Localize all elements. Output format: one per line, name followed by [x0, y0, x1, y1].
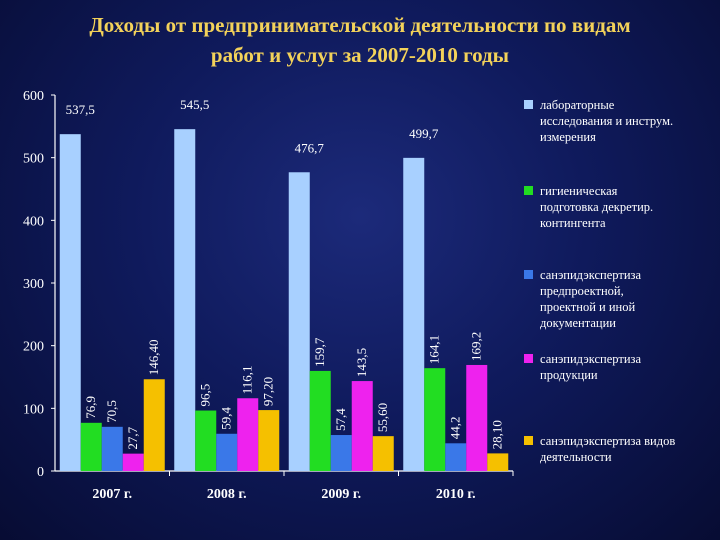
data-label: 28,10 [490, 420, 505, 449]
legend-label: предпроектной, [540, 284, 624, 298]
data-label: 59,4 [219, 407, 234, 430]
legend-label: санэпидэкспертиза видов [540, 434, 675, 448]
chart-title: Доходы от предпринимательской деятельнос… [0, 10, 720, 70]
y-tick-label: 200 [23, 340, 44, 355]
legend-swatch [524, 354, 533, 363]
title-line-2: работ и услуг за 2007-2010 годы [210, 43, 510, 67]
bar [445, 443, 467, 471]
bar [101, 426, 123, 471]
data-label: 57,4 [333, 408, 348, 431]
data-label: 96,5 [198, 384, 213, 407]
bar [330, 435, 352, 471]
data-label: 27,7 [125, 426, 140, 449]
legend-label: деятельности [540, 450, 612, 464]
bar [403, 157, 425, 471]
legend-swatch [524, 186, 533, 195]
data-label: 146,40 [146, 340, 161, 376]
data-label: 159,7 [312, 337, 327, 367]
data-label: 499,7 [409, 126, 439, 141]
legend-label: документации [540, 316, 616, 330]
x-category-label: 2009 г. [321, 487, 361, 502]
x-category-label: 2007 г. [92, 487, 132, 502]
legend-label: санэпидэкспертиза [540, 268, 641, 282]
legend-label: лабораторные [540, 98, 615, 112]
bar [143, 379, 165, 471]
data-label: 537,5 [66, 102, 95, 117]
legend-label: исследования и инструм. [540, 114, 673, 128]
bar [237, 398, 259, 471]
data-label: 76,9 [83, 396, 98, 419]
data-label: 116,1 [240, 365, 255, 394]
data-label: 44,2 [448, 417, 463, 440]
bar [424, 368, 446, 471]
y-tick-label: 600 [23, 89, 44, 104]
data-label: 169,2 [469, 332, 484, 361]
data-label: 545,5 [180, 97, 209, 112]
legend-label: контингента [540, 216, 606, 230]
bar [122, 453, 144, 471]
data-label: 164,1 [427, 335, 442, 364]
bar [174, 129, 196, 472]
bar [80, 422, 102, 471]
y-tick-label: 300 [23, 277, 44, 292]
bar [216, 433, 238, 471]
legend-swatch [524, 436, 533, 445]
legend-label: подготовка декретир. [540, 200, 653, 214]
legend-swatch [524, 270, 533, 279]
legend-label: продукции [540, 368, 598, 382]
bar [288, 172, 310, 471]
data-label: 97,20 [261, 377, 276, 406]
y-tick-label: 0 [37, 465, 44, 480]
bar [466, 364, 488, 471]
x-category-label: 2010 г. [436, 487, 476, 502]
bar [258, 410, 280, 471]
data-label: 476,7 [295, 140, 325, 155]
bar [195, 410, 217, 471]
x-category-label: 2008 г. [207, 487, 247, 502]
data-label: 143,5 [354, 348, 369, 377]
y-tick-label: 100 [23, 402, 44, 417]
data-label: 55,60 [375, 403, 390, 432]
legend-label: измерения [540, 130, 596, 144]
bar [372, 436, 394, 471]
legend-label: гигиеническая [540, 184, 618, 198]
legend-swatch [524, 100, 533, 109]
title-line-1: Доходы от предпринимательской деятельнос… [89, 13, 631, 37]
bar [351, 381, 373, 471]
y-tick-label: 500 [23, 152, 44, 167]
legend-label: санэпидэкспертиза [540, 352, 641, 366]
y-tick-label: 400 [23, 214, 44, 229]
legend-label: проектной и иной [540, 300, 635, 314]
bar [59, 134, 81, 471]
bar [309, 370, 331, 471]
bar [487, 453, 509, 471]
data-label: 70,5 [104, 400, 119, 423]
